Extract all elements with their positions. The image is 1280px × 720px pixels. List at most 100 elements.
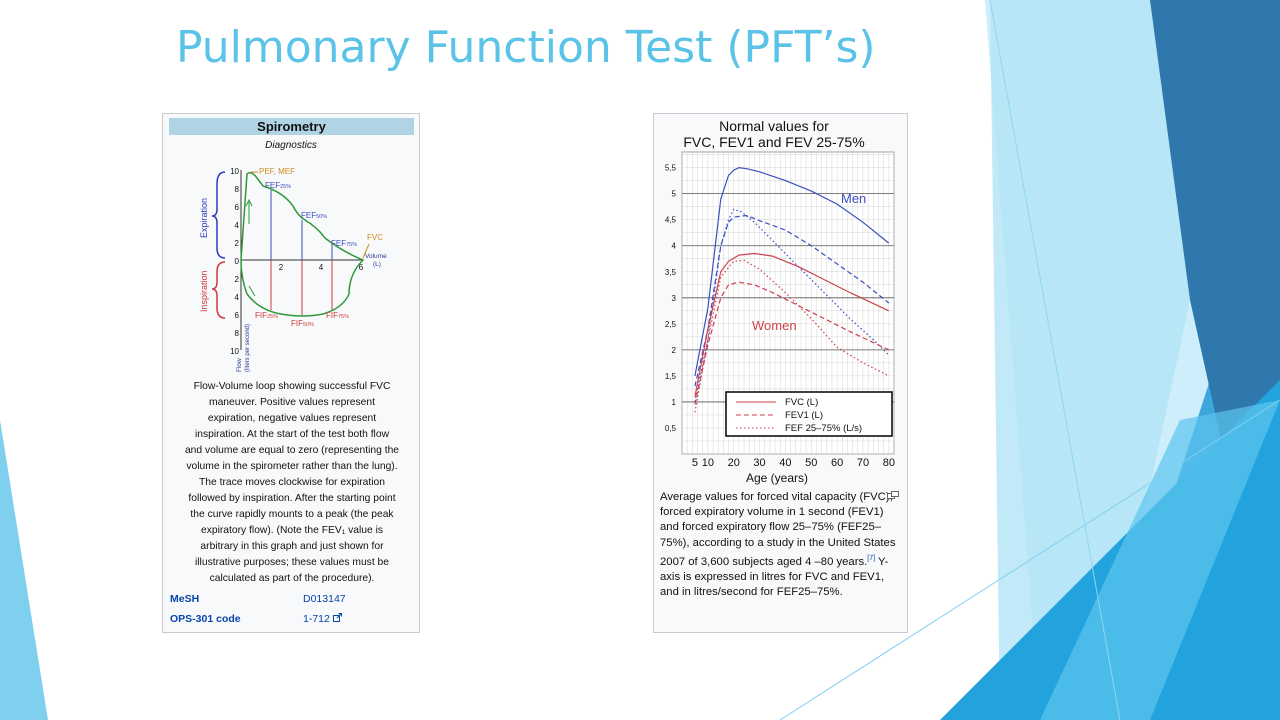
- expiration-label: Expiration: [199, 198, 209, 238]
- y-tick-neg8: 8: [235, 329, 240, 338]
- y-tick-neg10: 10: [230, 347, 239, 356]
- y-tick-label: 5: [672, 190, 677, 199]
- series-line-men-solid: [694, 166, 890, 377]
- caption-line: the curve rapidly mounts to a peak (the …: [190, 509, 394, 520]
- y-tick-neg6: 6: [235, 311, 240, 320]
- x-tick-label: 40: [779, 457, 791, 469]
- caption-line: volume in the spirometer rather than the…: [186, 461, 398, 472]
- caption-line: The trace moves clockwise for expiration: [199, 477, 385, 488]
- y-tick-neg2: 2: [235, 275, 240, 284]
- external-link-icon: [332, 613, 342, 622]
- expand-icon[interactable]: [887, 491, 899, 499]
- legend-label: FVC (L): [785, 397, 818, 408]
- x-tick-6: 6: [359, 263, 364, 272]
- fef25-text: FEF: [265, 181, 280, 190]
- pft-caption-text-2: Y-axis is expressed in litres for FVC an…: [660, 555, 889, 598]
- fef50-sub: 50%: [316, 214, 327, 220]
- y-tick-label: 1,5: [665, 372, 677, 381]
- fef50-label: FEF50%: [301, 211, 327, 220]
- y-tick-label: 2,5: [665, 320, 677, 329]
- x-tick-label: 80: [883, 457, 895, 469]
- y-tick-label: 1: [672, 398, 677, 407]
- y-tick-6: 6: [235, 203, 240, 212]
- caption-line: expiratory flow). (Note the FEV₁ value i…: [200, 525, 384, 536]
- fif50-sub: 50%: [303, 322, 314, 328]
- legend-label: FEF 25–75% (L/s): [785, 423, 862, 434]
- deco-shape-dark: [1150, 0, 1280, 480]
- x-tick-label: 20: [728, 457, 740, 469]
- x-tick-2: 2: [279, 263, 284, 272]
- y-tick-neg4: 4: [235, 293, 240, 302]
- y-tick-4: 4: [235, 221, 240, 230]
- fif75-sub: 75%: [338, 314, 349, 320]
- chart-title-line1: Normal values for: [719, 118, 829, 134]
- inspiration-brace: [211, 261, 226, 319]
- deco-line-1: [779, 399, 1280, 720]
- x-tick-label: 30: [753, 457, 765, 469]
- fvc-leader: [362, 243, 370, 259]
- x-tick-4: 4: [319, 263, 324, 272]
- flow-axis-label: Flow: [236, 358, 243, 372]
- y-tick-0: 0: [235, 257, 240, 266]
- men-label: Men: [841, 191, 866, 206]
- deco-shape-sky: [990, 0, 1190, 720]
- fif75-text: FIF: [326, 311, 338, 320]
- slide-title: Pulmonary Function Test (PFT’s): [176, 22, 876, 73]
- chart-series: [694, 166, 890, 413]
- x-tick-label: 70: [857, 457, 869, 469]
- y-tick-label: 4: [672, 242, 677, 251]
- pft-chart-infobox: Normal values for FVC, FEV1 and FEV 25-7…: [653, 113, 908, 633]
- y-tick-label: 0,5: [665, 424, 677, 433]
- fif25-text: FIF: [255, 311, 267, 320]
- trace-direction-arrow: [245, 198, 253, 224]
- spirometry-infobox: Spirometry Diagnostics 10 8 6 4 2 0 2 4 …: [162, 113, 420, 633]
- fef75-label: FEF75%: [331, 239, 357, 248]
- y-tick-label: 5,5: [665, 164, 677, 173]
- caption-line: followed by inspiration. After the start…: [188, 493, 396, 504]
- x-axis-label: Age (years): [746, 471, 808, 485]
- expiration-brace: [211, 171, 226, 259]
- pft-caption: Average values for forced vital capacity…: [660, 490, 905, 600]
- y-tick-label: 3,5: [665, 268, 677, 277]
- flow-volume-loop: [240, 171, 365, 317]
- ops-label[interactable]: OPS-301 code: [170, 613, 241, 625]
- fef25-sub: 25%: [280, 184, 291, 190]
- pef-label: PEF, MEF: [259, 167, 295, 176]
- ops-value-link[interactable]: 1-712: [303, 613, 342, 625]
- spirometry-subtitle: Diagnostics: [265, 140, 317, 151]
- fif50-text: FIF: [291, 319, 303, 328]
- fif75-label: FIF75%: [326, 311, 349, 320]
- spirometry-header: Spirometry: [169, 118, 414, 135]
- fef75-text: FEF: [331, 239, 346, 248]
- mesh-label[interactable]: MeSH: [170, 593, 200, 605]
- series-line-women-dotted: [694, 259, 890, 413]
- deco-line-2: [989, 0, 1121, 720]
- flow-volume-loop-diagram: 10 8 6 4 2 0 2 4 6 8 10 2 4 6 Volume (L)…: [199, 167, 387, 372]
- volume-label: Volume: [365, 253, 387, 260]
- caption-line: and volume are equal to zero (representi…: [184, 445, 400, 456]
- fef50-text: FEF: [301, 211, 316, 220]
- caption-line: inspiration. At the start of the test bo…: [194, 429, 390, 440]
- series-line-women-solid: [694, 252, 890, 397]
- chart-title-line2: FVC, FEV1 and FEV 25-75%: [683, 134, 864, 150]
- x-tick-label: 5: [692, 457, 698, 469]
- y-tick-10: 10: [230, 167, 239, 176]
- spirometry-caption: Flow-Volume loop showing successful FVC m…: [169, 379, 415, 587]
- flow-axis-unit: (liters per second): [245, 324, 251, 372]
- y-tick-8: 8: [235, 185, 240, 194]
- legend-label: FEV1 (L): [785, 410, 823, 421]
- y-tick-label: 3: [672, 294, 677, 303]
- fef25-label: FEF25%: [265, 181, 291, 190]
- trace-return-arrow: [248, 285, 256, 297]
- caption-line: arbitrary in this graph and just shown f…: [200, 541, 384, 552]
- chart-axes: 0,5 1 1,5 2 2,5 3 3,5 4 4,5 5 5,5 5 10 20 30 40 50 60 70 80: [665, 164, 895, 469]
- deco-left-triangle: [0, 420, 48, 720]
- pft-caption-ref[interactable]: [7]: [867, 554, 876, 562]
- y-tick-label: 4,5: [665, 216, 677, 225]
- x-tick-label: 10: [702, 457, 714, 469]
- caption-line: calculated as part of the procedure).: [209, 573, 375, 584]
- mesh-value-link[interactable]: D013147: [303, 593, 346, 605]
- x-tick-label: 60: [831, 457, 843, 469]
- women-label: Women: [752, 318, 797, 333]
- fif25-label: FIF25%: [255, 311, 278, 320]
